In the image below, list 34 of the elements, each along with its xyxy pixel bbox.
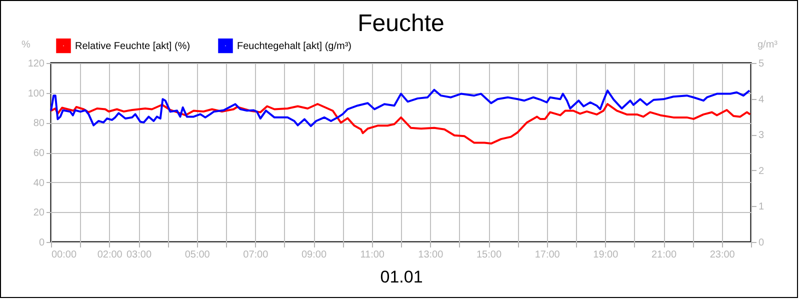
y-axis-title: % <box>22 40 30 50</box>
y-tick-label: 100 <box>28 88 45 100</box>
x-tick-label: 00:00 <box>52 250 77 260</box>
line-series <box>50 88 751 128</box>
y-tick-label: 80 <box>33 118 45 130</box>
x-tick-label: 21:00 <box>651 250 677 260</box>
y2-tick-label: 2 <box>758 166 764 177</box>
y-tick-label: 40 <box>33 178 45 189</box>
chart-title: Feuchte <box>358 10 444 37</box>
x-tick-label: 15:00 <box>476 250 502 260</box>
line-series <box>50 103 752 145</box>
legend-label: Feuchtegehalt [akt] (g/m³) <box>237 40 352 52</box>
x-tick-label: 09:00 <box>301 250 327 260</box>
x-tick-label: 23:00 <box>710 250 736 260</box>
legend-label: Relative Feuchte [akt] (%) <box>75 40 190 52</box>
y2-tick-label: 4 <box>758 94 764 106</box>
x-axis-title: 01.01 <box>380 268 423 286</box>
x-tick-label: 19:00 <box>593 250 619 260</box>
y2-tick-label: 5 <box>758 58 764 70</box>
x-tick-label: 02:00 <box>97 250 123 260</box>
y-tick-label: 0 <box>38 238 45 248</box>
y-tick-label: 120 <box>28 58 45 70</box>
y2-axis-title: g/m³ <box>758 40 778 50</box>
y2-tick-label: 0 <box>758 238 764 248</box>
y2-tick-label: 1 <box>758 202 764 213</box>
y2-tick-label: 3 <box>758 130 764 142</box>
x-tick-label: 17:00 <box>534 250 560 260</box>
x-tick-label: 05:00 <box>184 250 210 260</box>
y-tick-label: 60 <box>33 148 45 159</box>
x-tick-label: 11:00 <box>360 250 385 260</box>
x-tick-label: 07:00 <box>243 250 269 260</box>
x-tick-label: 13:00 <box>418 250 444 260</box>
y-tick-label: 20 <box>33 208 45 219</box>
x-tick-label: 03:00 <box>126 250 152 260</box>
